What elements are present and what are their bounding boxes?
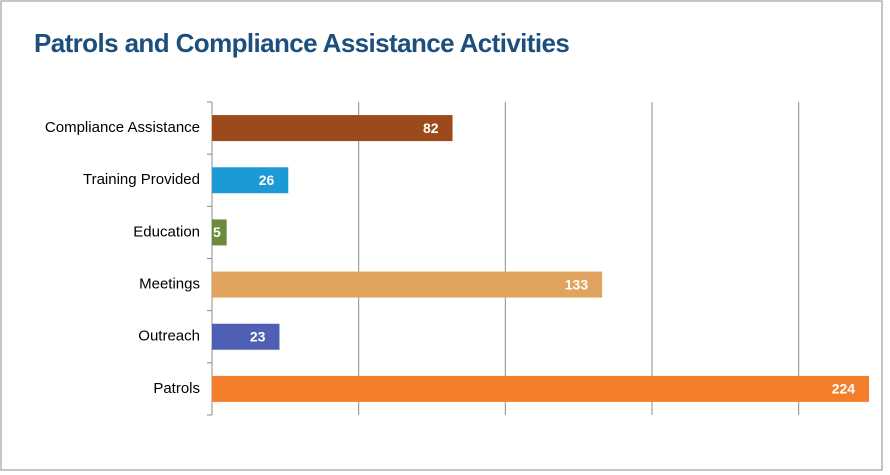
data-label: 224 xyxy=(832,381,856,397)
bar xyxy=(212,115,453,142)
data-label: 23 xyxy=(250,328,266,344)
bar xyxy=(212,167,289,194)
chart-title: Patrols and Compliance Assistance Activi… xyxy=(34,28,569,58)
y-tick-label: Training Provided xyxy=(83,171,200,188)
y-tick-label: Outreach xyxy=(138,328,200,345)
y-tick-label: Patrols xyxy=(153,380,200,397)
bar xyxy=(212,271,603,298)
data-label: 5 xyxy=(213,224,221,240)
bar xyxy=(212,219,227,246)
data-label: 82 xyxy=(423,120,439,136)
data-label: 26 xyxy=(259,172,275,188)
bar xyxy=(212,323,280,350)
y-tick-label: Education xyxy=(133,223,200,240)
bar xyxy=(212,375,870,402)
y-tick-label: Compliance Assistance xyxy=(45,119,200,136)
data-label: 133 xyxy=(565,276,589,292)
y-tick-label: Meetings xyxy=(139,276,200,293)
